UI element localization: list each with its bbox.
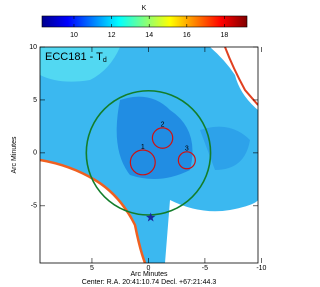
aperture-circle (85, 89, 212, 216)
y-tick-label: 10 (29, 44, 37, 51)
y-tick-label: -5 (31, 203, 37, 210)
plot-frame (39, 46, 259, 264)
colorbar-tick-label: 14 (145, 32, 153, 39)
title-subscript: d (103, 57, 107, 64)
region-circle (151, 127, 174, 149)
colorbar-tick-label: 10 (70, 32, 78, 39)
colorbar-label: K (142, 5, 147, 12)
star-marker (145, 212, 156, 222)
colorbar (41, 15, 248, 28)
chart: K ECC181 - Td Arc Minutes Arc Minutes Ce… (11, 5, 267, 286)
y-axis-label: Arc Minutes (11, 136, 18, 173)
region-circle (177, 151, 196, 170)
title-text: ECC181 - T (45, 51, 103, 63)
y-tick-label: 5 (33, 97, 37, 104)
region-label: 1 (141, 144, 145, 151)
region-label: 2 (161, 122, 165, 129)
region-label: 3 (185, 146, 189, 153)
colorbar-tick-label: 12 (108, 32, 116, 39)
map-image (40, 47, 258, 263)
colorbar-tick-label: 16 (183, 32, 191, 39)
colorbar-tick-label: 18 (221, 32, 229, 39)
x-axis-label: Arc Minutes (131, 271, 168, 278)
y-tick-label: 0 (33, 150, 37, 157)
chart-title: ECC181 - Td (45, 51, 107, 64)
region-circle (129, 149, 156, 176)
x-tick-label: 0 (146, 265, 150, 272)
footer: Center: R.A. 20:41:10.74 Decl. +67:21:44… (82, 279, 217, 286)
x-tick-label: 5 (90, 265, 94, 272)
x-tick-label: -5 (202, 265, 208, 272)
x-tick-label: -10 (256, 265, 266, 272)
